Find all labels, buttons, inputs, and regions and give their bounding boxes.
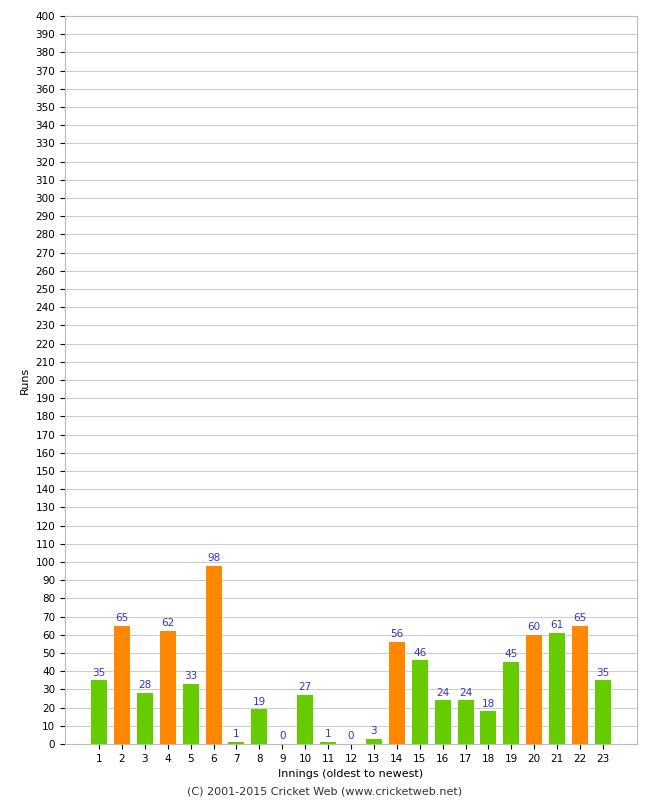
Text: 35: 35 <box>92 667 106 678</box>
Text: 65: 65 <box>573 613 587 623</box>
Text: 3: 3 <box>370 726 377 736</box>
Text: 27: 27 <box>298 682 312 692</box>
Bar <box>435 700 450 744</box>
Text: 56: 56 <box>390 630 404 639</box>
Bar <box>458 700 474 744</box>
Bar <box>160 631 176 744</box>
Text: 19: 19 <box>253 697 266 706</box>
Bar <box>252 710 267 744</box>
Bar <box>411 660 428 744</box>
Text: (C) 2001-2015 Cricket Web (www.cricketweb.net): (C) 2001-2015 Cricket Web (www.cricketwe… <box>187 786 463 796</box>
Bar <box>91 680 107 744</box>
Text: 35: 35 <box>596 667 610 678</box>
Text: 98: 98 <box>207 553 220 563</box>
Bar <box>205 566 222 744</box>
Bar <box>320 742 336 744</box>
Bar <box>183 684 199 744</box>
Bar <box>389 642 405 744</box>
Text: 24: 24 <box>436 687 449 698</box>
Text: 18: 18 <box>482 698 495 709</box>
Bar <box>136 693 153 744</box>
Text: 46: 46 <box>413 647 426 658</box>
Text: 24: 24 <box>459 687 472 698</box>
Bar <box>503 662 519 744</box>
Bar <box>526 634 542 744</box>
Text: 45: 45 <box>505 650 518 659</box>
Text: 62: 62 <box>161 618 174 629</box>
Text: 60: 60 <box>528 622 541 632</box>
Text: 1: 1 <box>325 730 332 739</box>
Bar <box>297 695 313 744</box>
Bar <box>228 742 244 744</box>
Text: 33: 33 <box>184 671 197 682</box>
Text: 65: 65 <box>115 613 129 623</box>
Bar <box>114 626 130 744</box>
X-axis label: Innings (oldest to newest): Innings (oldest to newest) <box>278 770 424 779</box>
Text: 1: 1 <box>233 730 240 739</box>
Y-axis label: Runs: Runs <box>20 366 30 394</box>
Text: 0: 0 <box>348 731 354 742</box>
Bar <box>595 680 611 744</box>
Bar <box>480 711 497 744</box>
Text: 0: 0 <box>279 731 285 742</box>
Text: 28: 28 <box>138 680 151 690</box>
Bar <box>366 738 382 744</box>
Text: 61: 61 <box>551 620 564 630</box>
Bar <box>549 633 566 744</box>
Bar <box>572 626 588 744</box>
